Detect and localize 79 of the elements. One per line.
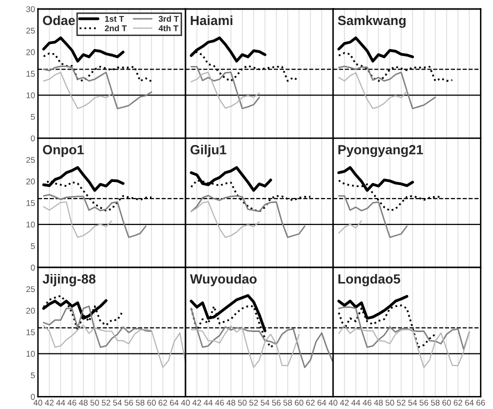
y-tick-label: 20 [26,308,35,314]
line-series [42,306,152,348]
x-tick-label: 46 [68,400,76,406]
x-tick-label: 42 [44,400,54,406]
x-tick-label: 66 [476,400,485,406]
chart-title: Onpo1 [42,145,84,158]
y-tick-label: 15 [26,200,35,206]
x-tick-label: 52 [396,400,406,406]
y-tick-label: 0 [30,394,35,400]
legend-label: 4th T [158,25,178,32]
x-tick-label: 52 [249,400,258,406]
x-tick-label: 50 [90,400,100,406]
line-series [42,194,146,238]
x-tick-label: 40 [181,400,190,406]
chart-title: Longdao5 [338,274,400,286]
chart-title: Jijing-88 [42,274,96,286]
x-tick-label: 64 [170,400,179,406]
y-tick-label: 5 [30,372,35,378]
x-tick-label: 54 [113,400,122,406]
x-tick-label: 46 [362,400,372,406]
y-tick-label: 10 [26,350,35,357]
x-tick-label: 40 [34,400,42,406]
x-tick-label: 64 [318,400,326,406]
y-tick-label: 20 [26,178,35,184]
x-tick-label: 60 [294,400,304,406]
chart-title: Pyongyang21 [338,144,423,158]
line-series [42,66,152,110]
y-tick-label: 20 [26,49,35,56]
x-tick-label: 50 [238,400,247,406]
x-tick-label: 62 [158,400,168,406]
x-tick-label: 60 [442,400,451,406]
x-tick-label: 46 [215,400,224,406]
x-tick-label: 52 [102,400,110,406]
x-tick-label: 48 [226,400,236,406]
x-tick-label: 40 [328,400,338,406]
y-tick-label: 0 [30,264,35,271]
y-tick-label: 0 [30,135,35,142]
x-tick-label: 56 [272,400,281,406]
x-tick-label: 56 [420,400,428,406]
x-tick-label: 58 [430,400,440,406]
x-tick-label: 48 [78,400,88,406]
x-tick-label: 50 [386,400,394,406]
line-series [43,201,112,238]
legend-label: 2nd T [104,25,127,32]
x-tick-label: 44 [56,400,66,406]
x-tick-label: 42 [340,400,349,406]
x-tick-label: 58 [283,400,292,406]
y-tick-label: 10 [26,92,35,98]
chart-title: Gilju1 [190,144,226,158]
x-tick-label: 48 [374,400,383,406]
x-tick-label: 62 [306,400,315,406]
y-tick-label: 25 [26,286,35,292]
x-tick-label: 42 [192,400,202,406]
x-tick-label: 62 [454,400,462,406]
x-tick-label: 60 [147,400,156,406]
y-tick-label: 25 [26,156,35,163]
y-tick-label: 5 [30,114,35,120]
y-tick-label: 30 [26,6,35,12]
x-tick-label: 64 [465,400,474,406]
x-tick-label: 54 [260,400,270,406]
line-series [43,72,112,110]
chart-title: Haiami [190,15,232,26]
chart-title: Wuyoudao [190,274,257,286]
legend-label: 3rd T [158,16,179,22]
x-tick-label: 44 [351,400,360,406]
y-tick-label: 15 [26,329,35,336]
line-series [42,36,124,63]
y-tick-label: 25 [26,28,35,34]
chart-title: Odae [42,15,75,26]
x-tick-label: 44 [204,400,213,406]
x-tick-label: 54 [408,400,417,406]
y-tick-label: 10 [26,222,35,228]
line-series [43,324,186,368]
x-tick-label: 58 [136,400,144,406]
chart-title: Samkwang [338,15,406,28]
x-tick-label: 56 [124,400,134,406]
legend-label: 1st T [105,16,124,22]
y-tick-label: 15 [26,70,35,77]
y-tick-label: 5 [30,243,35,250]
